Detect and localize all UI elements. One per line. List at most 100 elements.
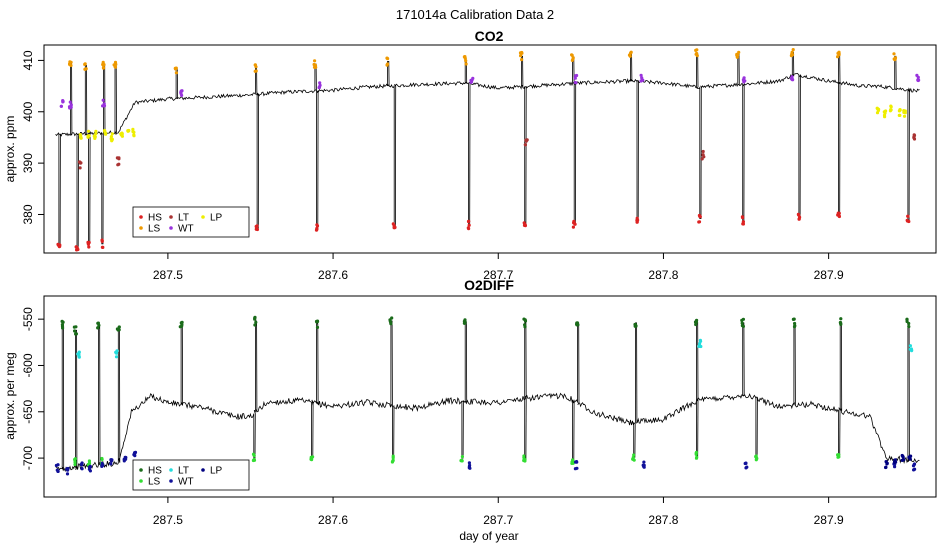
o2diff-y-label: approx. per meg [3,352,17,439]
co2-point-ls [892,52,898,62]
co2-trace [55,51,920,247]
o2diff-point-ls [309,455,315,462]
co2-point-lt [523,138,529,147]
co2-y-tick-label: 380 [21,204,35,224]
o2diff-point-hs [178,320,184,329]
o2diff-legend-box [132,459,250,491]
co2-legend-box [132,206,250,238]
o2diff-title: O2DIFF [464,277,514,293]
co2-x-tick-label: 287.6 [318,268,348,282]
co2-point-ls [836,50,841,59]
co2-point-wt [101,98,107,108]
co2-point-lt [700,149,706,161]
co2-point-wt [789,75,795,82]
o2diff-point-ls [459,455,464,463]
co2-point-hs [314,223,320,232]
o2diff-point-hs [522,317,528,329]
co2-point-lp [126,128,131,133]
co2-point-ls [253,63,258,73]
o2diff-x-axis: 287.5 287.6 287.7 287.8 287.9 [153,497,844,527]
o2diff-point-lt [908,344,914,353]
o2diff-point-hs [575,321,580,327]
o2diff-point-lp [907,454,913,461]
o2diff-trace-line [55,320,920,473]
co2-point-hs [466,219,471,231]
co2-point-lp [888,104,893,113]
o2diff-y-tick-label: -550 [21,307,35,331]
co2-point-ls [694,48,699,58]
co2-point-ls [518,50,524,62]
co2-legend-marker-lt [169,215,173,219]
o2diff-y-tick-label: -700 [21,446,35,470]
co2-point-lt [912,133,917,141]
co2-point-hs [697,213,702,224]
co2-point-hs [100,238,105,249]
co2-legend-label-lt: LT [178,213,189,224]
o2diff-point-ls [570,458,575,465]
o2diff-point-wt [641,460,646,469]
o2diff-legend-marker-wt [169,479,173,483]
co2-legend-marker-hs [139,215,143,219]
o2diff-point-hs [693,318,699,327]
o2diff-point-hs [60,319,65,330]
o2diff-legend-marker-lt [169,468,173,472]
o2diff-legend-label-lt: LT [178,466,189,477]
o2diff-calibration-points [54,315,917,476]
co2-point-wt [573,73,579,85]
o2diff-y-tick-label: -600 [21,353,35,377]
co2-legend-label-wt: WT [178,224,194,235]
co2-x-tick-label: 287.5 [153,268,183,282]
o2diff-point-ls [251,452,257,463]
co2-point-lp [103,128,108,136]
co2-point-ls [312,59,318,69]
o2diff-legend-label-lp: LP [210,466,223,477]
co2-point-lp [897,108,902,117]
o2diff-x-tick-label: 287.5 [153,513,183,527]
co2-point-ls [173,66,178,75]
co2-legend-marker-wt [169,226,173,230]
o2diff-point-hs [791,317,797,329]
co2-point-lp [902,109,907,118]
o2diff-legend-label-wt: WT [178,477,194,488]
co2-point-lp [92,129,98,140]
o2diff-point-wt [122,455,128,463]
co2-point-lp [882,109,888,119]
co2-point-lt [115,156,121,167]
co2-point-ls [101,60,106,70]
co2-y-tick-label: 410 [21,50,35,70]
o2diff-point-ls [754,454,759,462]
o2diff-point-wt [87,464,92,473]
co2-point-wt [639,73,645,83]
co2-point-ls [462,55,468,66]
o2diff-point-wt [100,461,105,468]
o2diff-panel: O2DIFF approx. per meg day of year 287.5… [3,277,937,543]
o2diff-x-tick-label: 287.7 [483,513,513,527]
co2-point-lt [77,160,83,170]
co2-legend-marker-ls [139,226,143,230]
o2diff-point-ls [836,453,841,459]
o2diff-point-hs [462,318,467,325]
o2diff-point-hs [740,317,746,328]
co2-point-lp [109,132,114,143]
o2diff-point-wt [743,461,749,470]
co2-y-label: approx. ppm [3,116,17,183]
co2-point-lp [119,131,124,138]
o2diff-point-hs [314,319,320,329]
co2-point-wt [469,76,475,84]
co2-point-wt [179,89,184,97]
o2diff-point-ls [390,454,395,464]
co2-point-ls [68,60,73,68]
co2-point-lp [875,106,881,115]
co2-x-tick-label: 287.8 [648,268,678,282]
co2-point-hs [740,215,746,226]
co2-point-ls [112,60,118,69]
o2diff-x-tick-label: 287.9 [814,513,844,527]
o2diff-point-lt [114,349,119,359]
x-axis-label: day of year [459,529,518,543]
figure-title: 171014a Calibration Data 2 [396,7,554,22]
o2diff-point-hs [253,315,258,327]
o2diff-legend-label-hs: HS [148,466,162,477]
co2-point-hs [56,242,62,249]
